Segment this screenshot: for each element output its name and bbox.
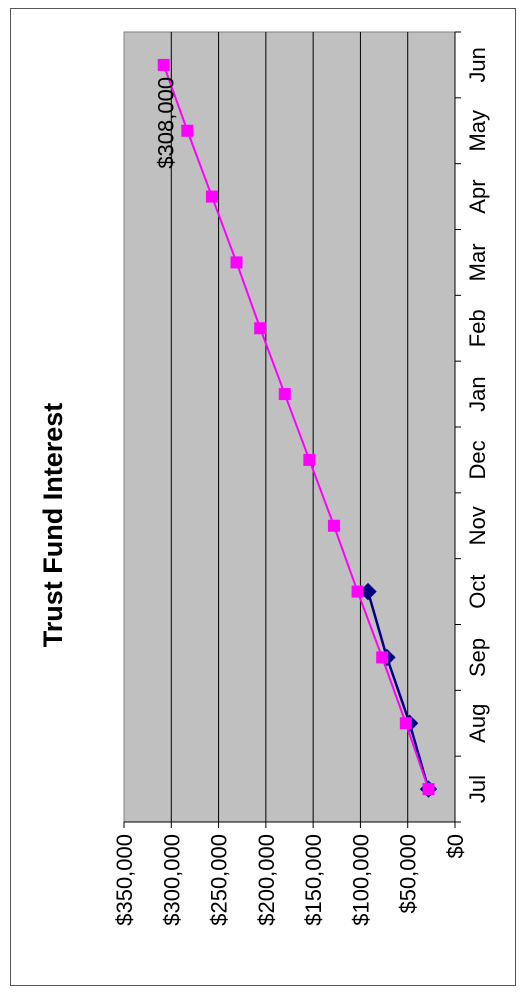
data-point-square: [278, 388, 291, 401]
category-tick-label: Mar: [465, 243, 490, 281]
category-tick-label: Aug: [465, 704, 490, 743]
value-tick-label: $300,000: [159, 834, 184, 926]
category-tick-label: Nov: [465, 506, 490, 545]
value-tick-label: $50,000: [396, 834, 421, 914]
value-tick-label: $0: [443, 834, 468, 858]
value-tick-label: $200,000: [254, 834, 279, 926]
value-tick-label: $350,000: [112, 834, 137, 926]
series-line: [162, 64, 430, 790]
category-tick-label: Apr: [465, 179, 490, 213]
data-point-square: [351, 585, 364, 598]
data-point-square: [254, 322, 267, 335]
data-point-square: [422, 783, 435, 796]
data-point-square: [181, 124, 194, 137]
category-tick-label: Jun: [465, 47, 490, 82]
series-line: [366, 591, 430, 790]
data-point-square: [230, 256, 243, 269]
category-tick-label: Dec: [465, 440, 490, 479]
data-point-square: [205, 190, 218, 203]
value-tick-label: $250,000: [207, 834, 232, 926]
category-tick-label: Jan: [465, 376, 490, 411]
data-point-square: [376, 651, 389, 664]
value-tick-label: $150,000: [301, 834, 326, 926]
data-point-square: [303, 453, 316, 466]
category-tick-label: Jul: [465, 775, 490, 803]
category-tick-label: Feb: [465, 309, 490, 347]
category-tick-label: May: [465, 110, 490, 152]
value-tick-label: $100,000: [348, 834, 373, 926]
data-label: $308,000: [154, 77, 179, 169]
category-tick-label: Sep: [465, 638, 490, 677]
plot-area: [123, 31, 456, 823]
data-point-square: [399, 717, 412, 730]
data-point-square: [157, 58, 170, 71]
data-point-square: [327, 519, 340, 532]
chart-title: Trust Fund Interest: [38, 403, 68, 648]
category-tick-label: Oct: [465, 574, 490, 608]
